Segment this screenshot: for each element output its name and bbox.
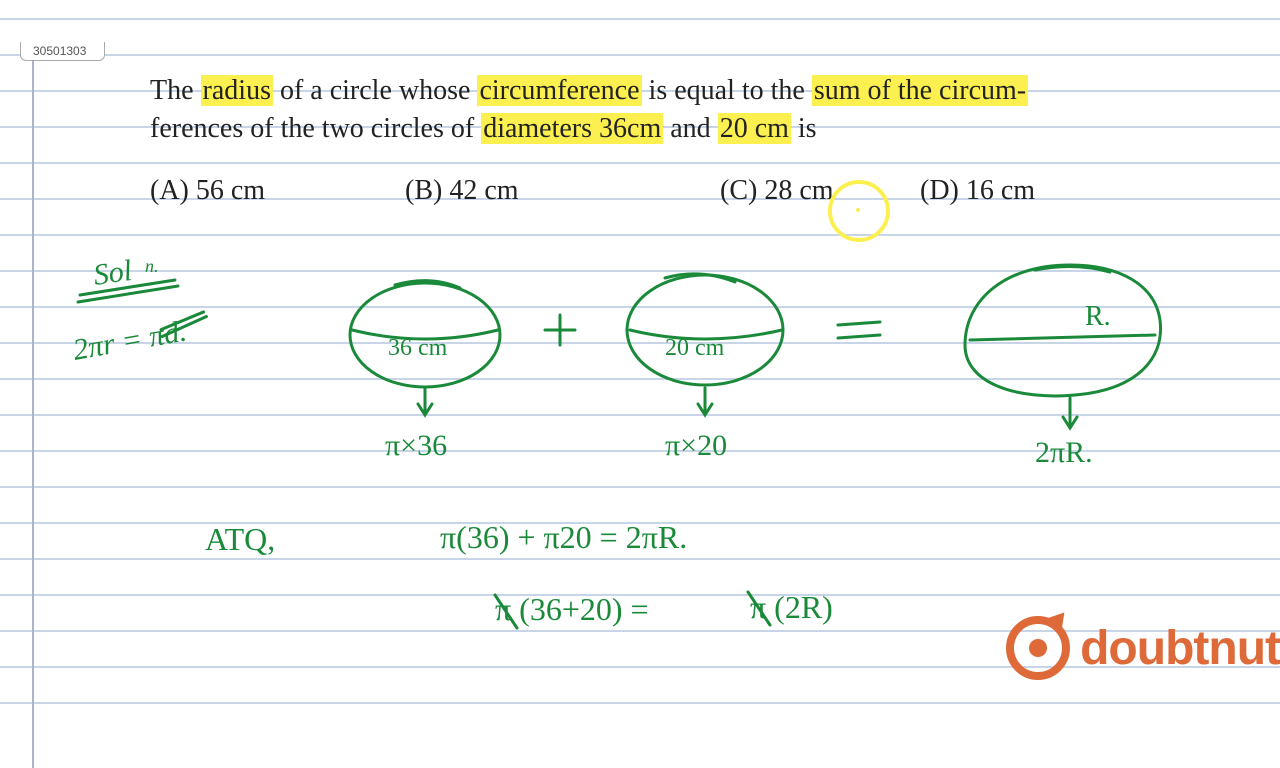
highlight-d20: 20 cm [718,113,791,144]
selected-answer-dot [856,208,860,212]
option-a[interactable]: (A) 56 cm [150,175,405,207]
q-text: of a circle whose [273,75,477,106]
logo-icon [1006,616,1070,680]
answer-options: (A) 56 cm (B) 42 cm (C) 28 cm (D) 16 cm [150,175,1180,207]
question-id-tab: 30501303 [20,42,105,61]
q-text: is [791,113,817,144]
option-d[interactable]: (D) 16 cm [920,175,1100,207]
left-margin [32,48,34,768]
question-text: The radius of a circle whose circumferen… [150,72,1180,148]
option-c[interactable]: (C) 28 cm [720,175,920,207]
q-text: is equal to the [642,75,812,106]
brand-logo[interactable]: doubtnut [1006,616,1280,680]
highlight-radius: radius [201,75,273,106]
highlight-sum: sum of the circum- [812,75,1028,106]
logo-text: doubtnut [1080,621,1280,676]
q-text: and [663,113,717,144]
highlight-d36: diameters 36cm [481,113,663,144]
q-text: ferences of the two circles of [150,113,481,144]
highlight-circumference: circumference [477,75,641,106]
q-text: The [150,75,201,106]
option-b[interactable]: (B) 42 cm [405,175,720,207]
